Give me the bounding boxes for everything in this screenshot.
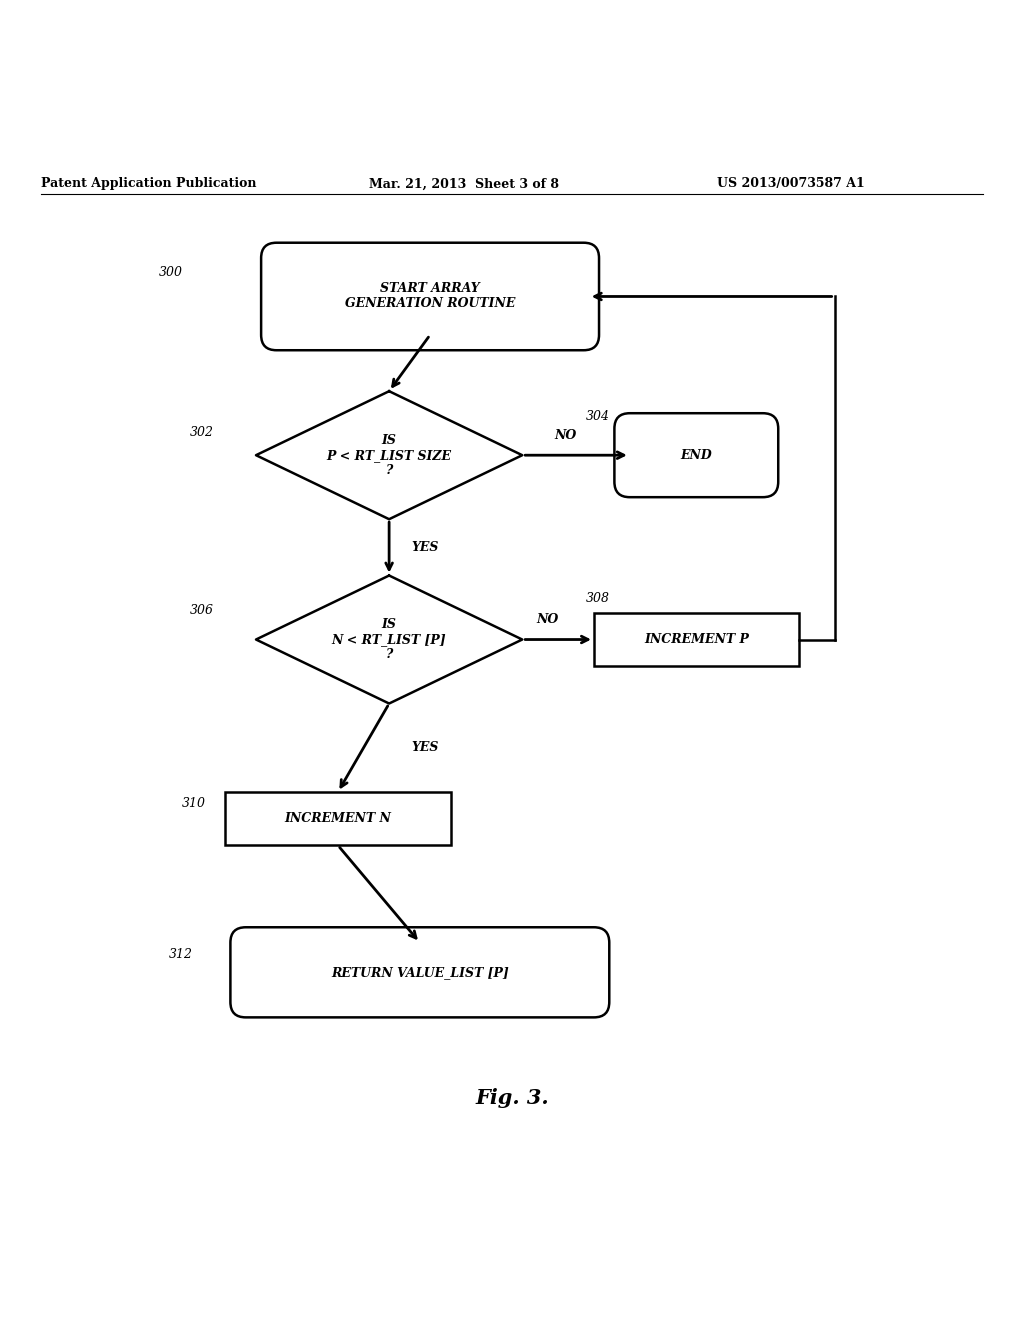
Text: INCREMENT P: INCREMENT P bbox=[644, 634, 749, 645]
FancyBboxPatch shape bbox=[230, 927, 609, 1018]
Text: NO: NO bbox=[537, 614, 559, 626]
FancyBboxPatch shape bbox=[594, 612, 799, 667]
Text: INCREMENT N: INCREMENT N bbox=[285, 812, 391, 825]
Text: 306: 306 bbox=[189, 605, 213, 618]
Text: 300: 300 bbox=[159, 267, 182, 280]
Polygon shape bbox=[256, 576, 522, 704]
Text: START ARRAY
GENERATION ROUTINE: START ARRAY GENERATION ROUTINE bbox=[345, 282, 515, 310]
Text: US 2013/0073587 A1: US 2013/0073587 A1 bbox=[717, 177, 864, 190]
Text: YES: YES bbox=[412, 742, 439, 754]
Text: END: END bbox=[680, 449, 713, 462]
Text: 310: 310 bbox=[182, 797, 206, 810]
Text: Mar. 21, 2013  Sheet 3 of 8: Mar. 21, 2013 Sheet 3 of 8 bbox=[369, 177, 559, 190]
Polygon shape bbox=[256, 391, 522, 519]
FancyBboxPatch shape bbox=[261, 243, 599, 350]
Text: YES: YES bbox=[412, 541, 439, 554]
Text: Fig. 3.: Fig. 3. bbox=[475, 1088, 549, 1109]
Text: IS
P < RT_LIST SIZE
?: IS P < RT_LIST SIZE ? bbox=[327, 434, 452, 477]
Text: IS
N < RT_LIST [P]
?: IS N < RT_LIST [P] ? bbox=[332, 618, 446, 661]
FancyBboxPatch shape bbox=[225, 792, 451, 845]
Text: 304: 304 bbox=[586, 409, 609, 422]
FancyBboxPatch shape bbox=[614, 413, 778, 498]
Text: 308: 308 bbox=[586, 593, 609, 605]
Text: 302: 302 bbox=[189, 426, 213, 440]
Text: 312: 312 bbox=[169, 948, 193, 961]
Text: NO: NO bbox=[555, 429, 577, 442]
Text: RETURN VALUE_LIST [P]: RETURN VALUE_LIST [P] bbox=[331, 966, 509, 979]
Text: Patent Application Publication: Patent Application Publication bbox=[41, 177, 256, 190]
